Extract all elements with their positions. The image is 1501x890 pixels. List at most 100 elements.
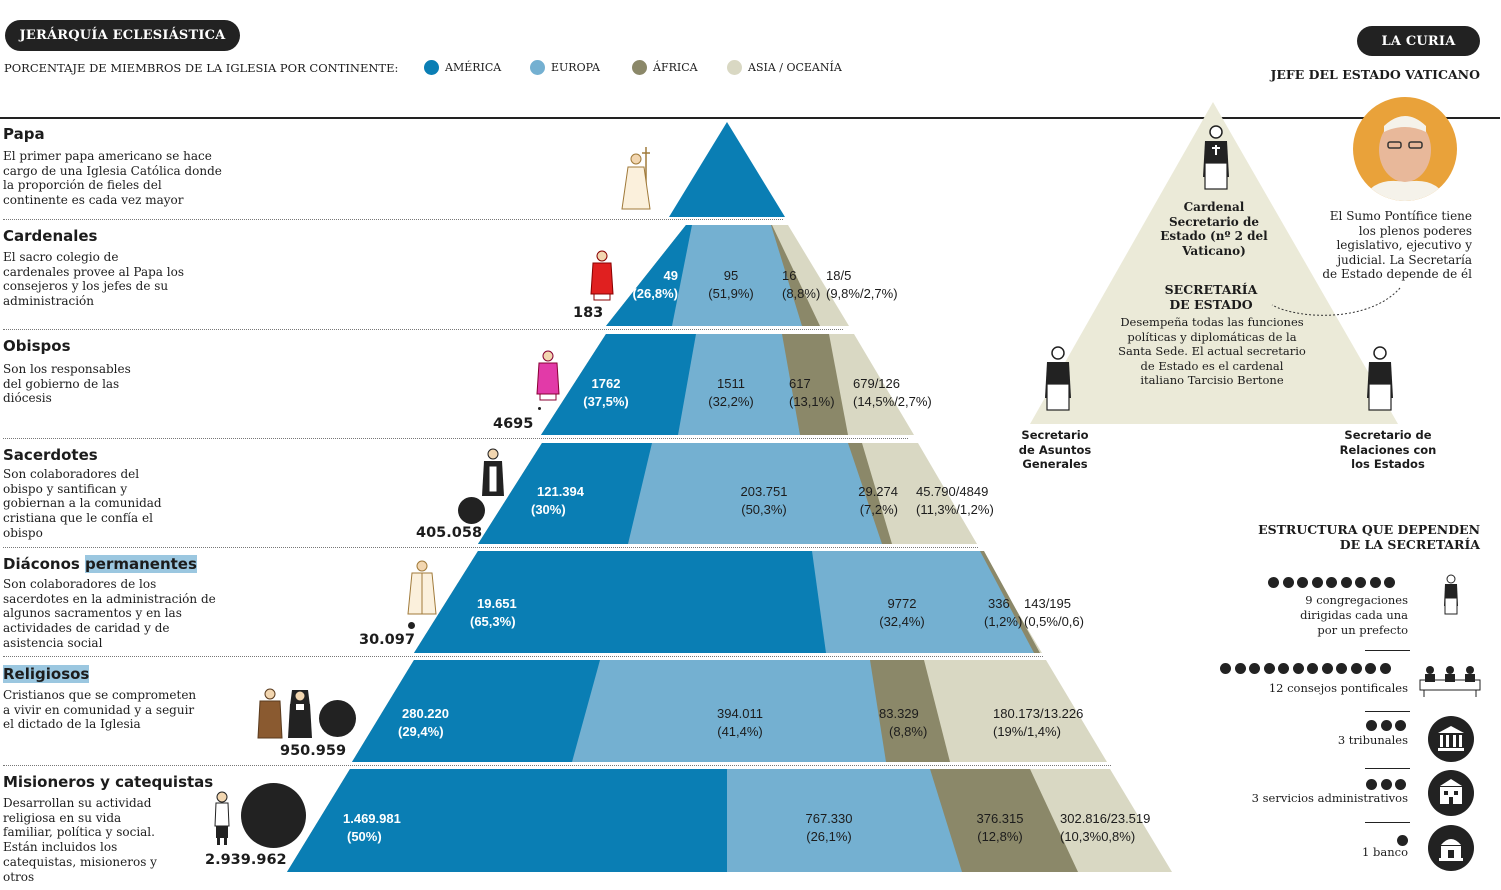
header-rule: [0, 117, 1500, 119]
value-percent: (14,5%/2,7%): [853, 393, 932, 409]
total-sacerdotes: 405.058: [416, 525, 483, 541]
label-congregaciones: 9 congregaciones dirigidas cada una por …: [1300, 593, 1408, 637]
legend-label-america: AMÉRICA: [445, 61, 502, 74]
level-title-diaconos-b: permanentes: [85, 555, 197, 573]
value-percent: (51,9%): [708, 285, 754, 301]
pyramid-tier-misioneros-america: [287, 769, 727, 872]
curia-title: LA CURIA: [1381, 33, 1456, 49]
value-percent: (32,4%): [879, 613, 925, 629]
pope-figure-icon: [621, 147, 651, 210]
value-cardenales-africa: 16 (8,8%): [782, 267, 820, 302]
value-sacerdotes-asia: 45.790/4849 (11,3%/1,2%): [916, 483, 994, 518]
council-icon: [1419, 666, 1481, 697]
value-percent: (10,3%0,8%): [1060, 828, 1136, 844]
level-desc-papa: El primer papa americano se hace cargo d…: [3, 149, 222, 208]
level-desc-religiosos: Cristianos que se comprometen a vivir en…: [3, 688, 197, 732]
separator-4: [3, 547, 978, 548]
value-diaconos-america: 19.651 (65,3%): [470, 595, 517, 630]
divider-estructura-3: [1365, 768, 1410, 769]
deacon-figure-icon: [407, 560, 437, 615]
value-percent: (19%/1,4%): [993, 723, 1061, 739]
tribunal-building-icon: [1438, 726, 1464, 751]
secretario-asuntos-label: Secretario de Asuntos Generales: [1018, 428, 1092, 471]
legend-item-america: AMÉRICA: [424, 60, 501, 75]
value-diaconos-africa: 336 (1,2%): [984, 595, 1022, 630]
value-cardenales-america: 49 (26,8%): [626, 267, 678, 302]
label-consejos: 12 consejos pontificales: [1268, 681, 1408, 695]
total-obispos: 4695: [493, 416, 534, 432]
level-title-diaconos-a: Diáconos: [3, 555, 86, 573]
pyramid-tier-obispos-america: [541, 334, 696, 435]
level-desc-sacerdotes: Son colaboradores del obispo y santifica…: [3, 467, 162, 540]
dots-banco: [1397, 835, 1408, 846]
value-number: 180.173/13.226: [993, 706, 1084, 721]
legend-swatch-europa: [530, 60, 545, 75]
level-desc-misioneros: Desarrollan su actividad religiosa en su…: [3, 796, 157, 884]
level-title-cardenales: Cardenales: [3, 227, 98, 245]
value-misioneros-africa: 376.315 (12,8%): [972, 810, 1028, 845]
value-obispos-africa: 617 (13,1%): [789, 375, 835, 410]
pyramid-tier-cardenales-america: [606, 225, 692, 326]
value-cardenales-europa: 95 (51,9%): [706, 267, 756, 302]
secretaria-text: Desempeña todas las funciones políticas …: [1118, 315, 1306, 387]
value-number: 302.816/23.519: [1060, 811, 1151, 826]
value-number: 45.790/4849: [916, 484, 989, 499]
value-percent: (8,8%): [889, 723, 928, 739]
total-cardenales: 183: [573, 305, 604, 321]
dots-congregaciones: [1268, 577, 1395, 588]
secretario-relaciones-icon: [1367, 346, 1393, 411]
legend-swatch-america: [424, 60, 439, 75]
legend-label-africa: ÁFRICA: [653, 61, 698, 74]
level-title-obispos: Obispos: [3, 337, 71, 355]
legend-label-europa: EUROPA: [551, 61, 600, 74]
secretario-asuntos-icon: [1045, 346, 1071, 411]
value-religiosos-america: 280.220 (29,4%): [398, 705, 449, 740]
pyramid-tier-papa: [669, 122, 785, 217]
header-title: JERÁRQUÍA ECLESIÁSTICA: [19, 28, 226, 43]
value-percent: (8,8%): [782, 285, 821, 301]
cardinal-figure-icon: [590, 250, 614, 301]
value-percent: (37,5%): [583, 393, 629, 409]
dots-consejos: [1220, 663, 1391, 674]
value-number: 95: [723, 268, 739, 283]
value-number: 394.011: [716, 706, 764, 721]
pyramid-tier-diaconos-america: [414, 551, 826, 653]
value-percent: (50%): [347, 828, 382, 844]
bishop-figure-icon: [536, 350, 560, 401]
size-circle-obispos: [538, 407, 541, 410]
size-circle-misioneros: [241, 783, 306, 848]
divider-estructura-2: [1365, 711, 1410, 712]
value-percent: (50,3%): [741, 501, 787, 517]
level-title-religiosos: Religiosos: [3, 665, 90, 683]
monk-figure-icon: [257, 688, 283, 739]
value-number: 18/5: [826, 268, 852, 283]
value-percent: (12,8%): [977, 828, 1023, 844]
level-desc-obispos: Son los responsables del gobierno de las…: [3, 362, 131, 406]
value-number: 1511: [717, 376, 745, 391]
bank-building-icon: [1439, 839, 1463, 861]
value-diaconos-asia: 143/195 (0,5%/0,6): [1024, 595, 1084, 630]
nun-figure-icon: [288, 690, 312, 738]
level-title-misioneros: Misioneros y catequistas: [3, 773, 214, 791]
value-percent: (41,4%): [717, 723, 763, 739]
separator-3: [3, 438, 908, 439]
divider-estructura-4: [1365, 822, 1410, 823]
cardinal-secretary-icon: [1203, 125, 1229, 190]
value-percent: (32,2%): [708, 393, 754, 409]
value-religiosos-europa: 394.011 (41,4%): [712, 705, 768, 740]
value-obispos-asia: 679/126 (14,5%/2,7%): [853, 375, 932, 410]
level-title-papa: Papa: [3, 125, 45, 143]
legend-label-asia: ASIA / OCEANÍA: [748, 61, 842, 74]
value-number: 376.315: [976, 811, 1024, 826]
label-banco: 1 banco: [1362, 845, 1408, 859]
value-sacerdotes-africa: 29.274 (7,2%): [847, 483, 898, 518]
label-tribunales: 3 tribunales: [1337, 733, 1408, 747]
level-title-religiosos-text: Religiosos: [3, 665, 90, 683]
value-percent: (0,5%/0,6): [1024, 613, 1084, 629]
dots-tribunales: [1366, 720, 1406, 731]
value-number: 19.651: [477, 596, 517, 611]
curia-dotted-arrow: [1271, 287, 1401, 316]
level-title-sacerdotes: Sacerdotes: [3, 446, 98, 464]
pope-portrait-icon: [1353, 97, 1457, 201]
